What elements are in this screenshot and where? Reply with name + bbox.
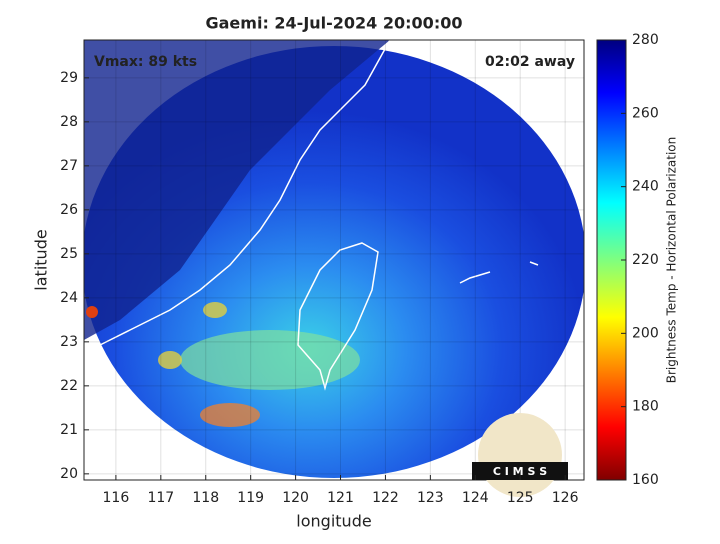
logo-text: C I M S S	[493, 465, 547, 478]
y-axis-label: latitude	[32, 229, 51, 290]
x-tick-label: 125	[507, 490, 534, 506]
colorbar-tick-label: 160	[632, 472, 659, 488]
y-tick-label: 23	[60, 334, 78, 350]
rain-cell	[158, 351, 182, 369]
annotation: Vmax: 89 kts	[94, 54, 197, 70]
y-tick-label: 27	[60, 158, 78, 174]
y-tick-label: 24	[60, 290, 78, 306]
colorbar-tick-label: 220	[632, 252, 659, 268]
x-tick-label: 118	[192, 490, 219, 506]
x-tick-label: 121	[327, 490, 354, 506]
colorbar-label: Brightness Temp - Horizontal Polarizatio…	[665, 137, 679, 384]
x-tick-label: 119	[237, 490, 264, 506]
y-tick-label: 21	[60, 422, 78, 438]
rain-cell	[86, 306, 98, 318]
colorbar-tick-label: 260	[632, 105, 659, 121]
colorbar-tick-label: 280	[632, 32, 659, 48]
coastline	[84, 40, 391, 353]
colorbar-tick-label: 200	[632, 325, 659, 341]
x-tick-label: 122	[372, 490, 399, 506]
x-tick-label: 123	[417, 490, 444, 506]
taiwan-coast	[297, 242, 379, 391]
rain-cell	[200, 403, 260, 427]
colorbar-tick-label: 180	[632, 399, 659, 415]
y-tick-label: 20	[60, 466, 78, 482]
rain-band	[180, 330, 360, 390]
y-tick-label: 28	[60, 114, 78, 130]
x-tick-label: 124	[462, 490, 489, 506]
annotation: 02:02 away	[485, 54, 575, 70]
rain-cell	[203, 302, 227, 318]
y-tick-label: 22	[60, 378, 78, 394]
plot-frame	[83, 39, 585, 481]
x-axis-label: longitude	[296, 512, 371, 531]
logo-band	[472, 462, 568, 480]
swath	[84, 40, 584, 478]
x-tick-label: 126	[552, 490, 579, 506]
x-tick-label: 117	[147, 490, 174, 506]
chart-title: Gaemi: 24-Jul-2024 20:00:00	[206, 14, 463, 33]
y-tick-label: 29	[60, 70, 78, 86]
dry-region	[84, 40, 390, 340]
y-tick-label: 25	[60, 246, 78, 262]
x-tick-label: 116	[103, 490, 130, 506]
islands	[459, 261, 539, 284]
y-tick-label: 26	[60, 202, 78, 218]
logo: C I M S S	[472, 413, 568, 497]
x-tick-label: 120	[282, 490, 309, 506]
colorbar-tick-label: 240	[632, 179, 659, 195]
logo-disc	[478, 413, 562, 497]
